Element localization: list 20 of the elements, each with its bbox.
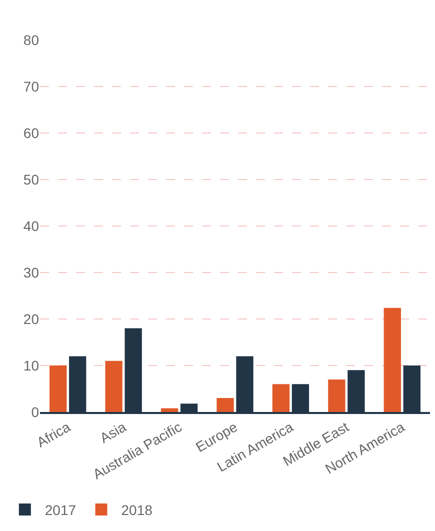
y-tick-label: 50	[23, 171, 40, 188]
bar	[160, 408, 178, 412]
bar	[272, 384, 290, 412]
bar	[105, 360, 122, 412]
bar	[50, 366, 67, 412]
y-tick-label: 80	[23, 32, 40, 48]
x-tick-label: Africa	[34, 418, 74, 450]
y-tick-label: 70	[23, 78, 40, 94]
bar	[328, 379, 346, 412]
bar	[384, 308, 401, 412]
y-tick-label: 60	[23, 124, 40, 141]
y-tick-label: 30	[23, 264, 40, 280]
y-tick-label: 0	[31, 404, 40, 420]
y-tick-label: 20	[23, 310, 40, 327]
bar	[216, 398, 234, 412]
x-tick-label: Asia	[96, 418, 129, 446]
y-tick-label: 10	[23, 357, 40, 374]
y-tick-label: 40	[23, 218, 40, 234]
legend-label: 2017	[44, 502, 76, 518]
legend-label: 2018	[121, 502, 153, 518]
